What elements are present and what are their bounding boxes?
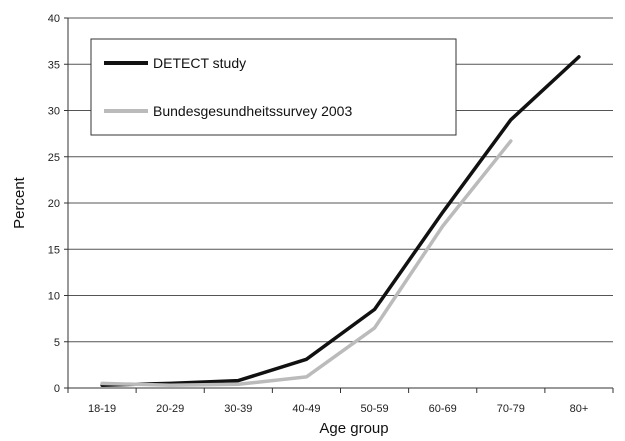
- y-tick-label: 15: [48, 244, 60, 256]
- x-tick-label: 60-69: [429, 403, 457, 415]
- y-tick-label: 40: [48, 13, 60, 25]
- series-lines: [100, 55, 581, 387]
- legend-label-1: DETECT study: [153, 55, 246, 71]
- legend-label-2: Bundesgesundheitssurvey 2003: [153, 103, 352, 119]
- series-line-2: [100, 139, 513, 387]
- axes: 0 5 10 15 20 25 30 35 40 18-19 20-29 30-39 40-49 50-5…: [48, 13, 614, 415]
- x-tick-label: 80+: [570, 403, 589, 415]
- y-tick-label: 25: [48, 152, 60, 164]
- y-axis-title: Percent: [11, 176, 28, 229]
- series-line-1: [100, 55, 581, 387]
- x-tick-label: 70-79: [497, 403, 525, 415]
- legend: DETECT study Bundesgesundheitssurvey 2003: [90, 38, 457, 136]
- legend-box: [90, 38, 457, 136]
- x-tick-label: 20-29: [156, 403, 184, 415]
- x-tick-label: 50-59: [360, 403, 388, 415]
- x-tick-label: 18-19: [88, 403, 116, 415]
- y-tick-label: 0: [54, 383, 60, 395]
- y-tick-label: 10: [48, 291, 60, 303]
- y-tick-label: 20: [48, 198, 60, 210]
- x-tick-label: 40-49: [292, 403, 320, 415]
- y-tick-label: 30: [48, 106, 60, 118]
- y-tick-label: 5: [54, 337, 60, 349]
- y-tick-label: 35: [48, 59, 60, 71]
- x-axis-title: Age group: [319, 420, 388, 437]
- x-tick-label: 30-39: [224, 403, 252, 415]
